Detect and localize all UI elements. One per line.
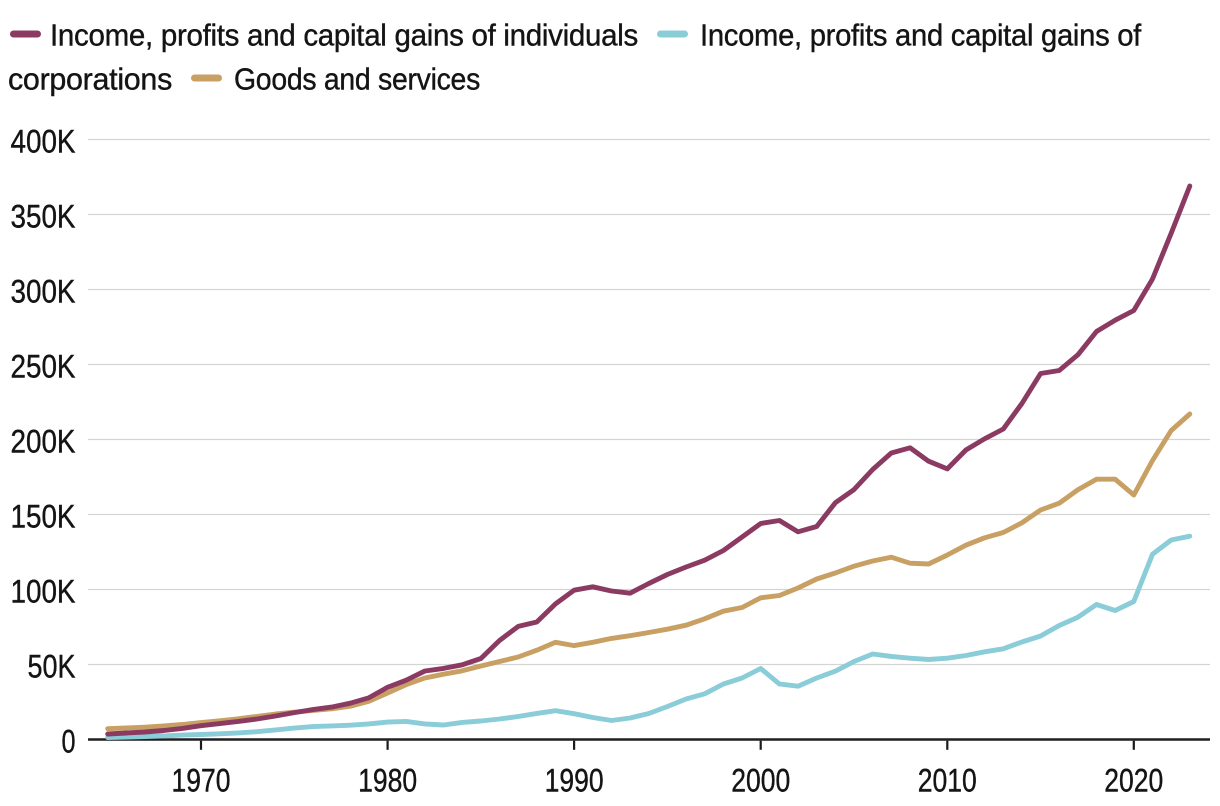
- svg-text:1970: 1970: [172, 763, 231, 799]
- svg-text:150K: 150K: [11, 498, 76, 534]
- svg-text:0: 0: [62, 723, 76, 759]
- svg-text:Income, profits and capital ga: Income, profits and capital gains of ind…: [50, 18, 638, 53]
- svg-text:100K: 100K: [11, 573, 76, 609]
- svg-text:200K: 200K: [11, 423, 76, 459]
- svg-text:Goods and services: Goods and services: [234, 62, 480, 97]
- svg-text:2000: 2000: [731, 763, 790, 799]
- svg-text:50K: 50K: [28, 648, 76, 684]
- svg-text:2010: 2010: [918, 763, 977, 799]
- svg-text:1980: 1980: [358, 763, 417, 799]
- svg-text:1990: 1990: [545, 763, 604, 799]
- svg-text:2020: 2020: [1104, 763, 1163, 799]
- svg-text:250K: 250K: [11, 348, 76, 384]
- svg-text:corporations: corporations: [8, 62, 172, 97]
- svg-text:350K: 350K: [11, 198, 76, 234]
- svg-text:300K: 300K: [11, 273, 76, 309]
- svg-text:Income, profits and capital ga: Income, profits and capital gains of: [700, 18, 1142, 53]
- svg-text:400K: 400K: [11, 123, 76, 159]
